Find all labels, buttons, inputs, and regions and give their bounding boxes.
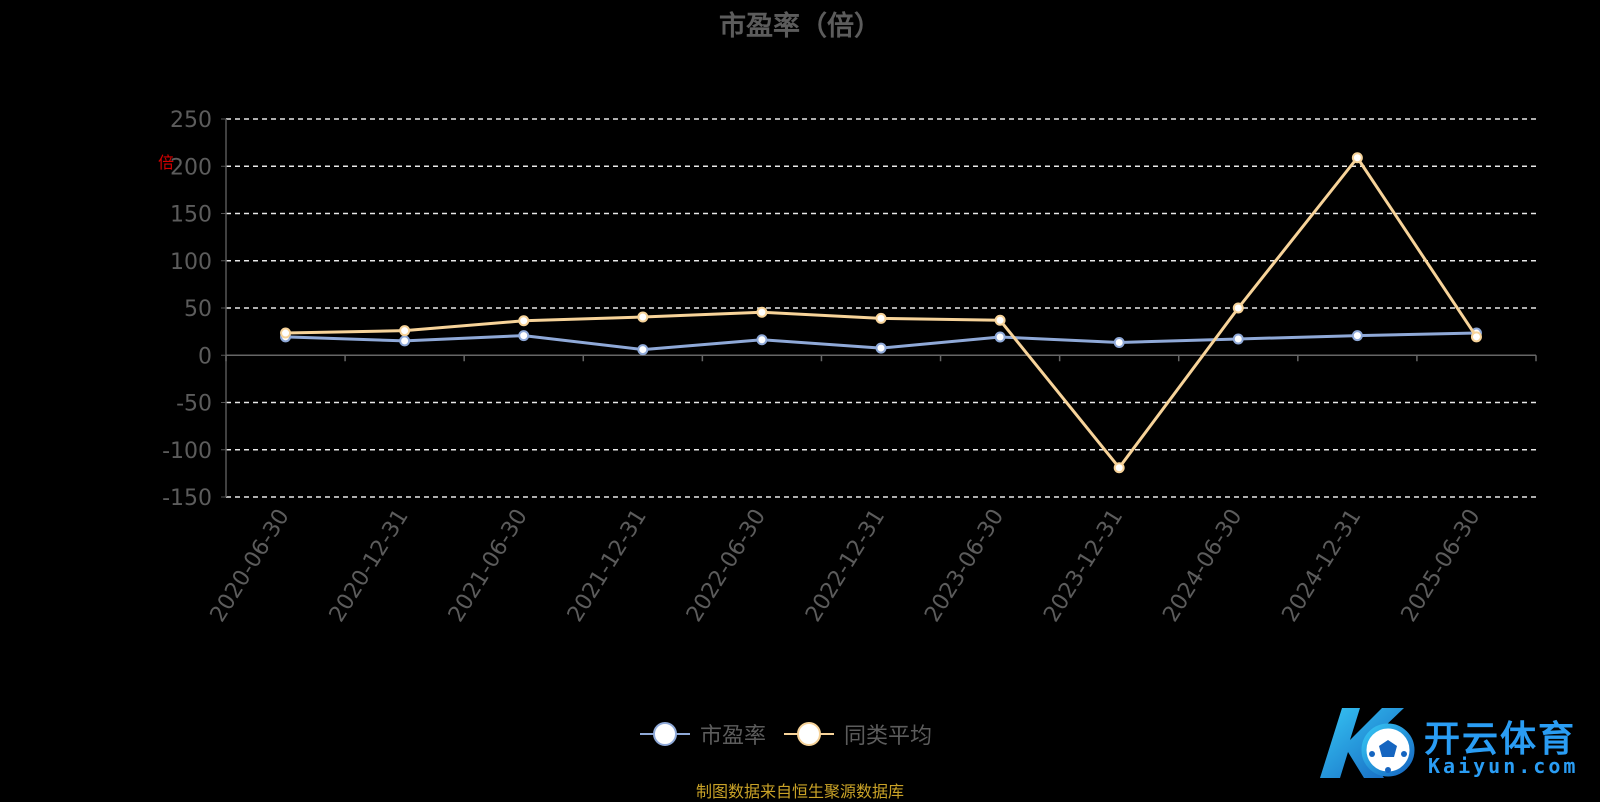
data-point-1[interactable]: [518, 315, 530, 327]
x-tick-label: 2020-06-30: [206, 505, 295, 627]
data-point-1[interactable]: [280, 327, 292, 339]
legend: 市盈率 同类平均: [640, 716, 932, 752]
y-tick-label: -150: [162, 486, 212, 511]
data-point-1[interactable]: [756, 306, 768, 318]
data-point-1[interactable]: [399, 325, 411, 337]
x-tick-label: 2021-06-30: [444, 505, 533, 627]
data-point-0[interactable]: [994, 331, 1006, 343]
x-tick-label: 2020-12-31: [325, 505, 414, 627]
watermark-text-cn: 开云体育: [1424, 719, 1577, 760]
legend-swatch-peer-avg-icon: [784, 721, 835, 747]
legend-label-pe: 市盈率: [700, 724, 767, 749]
data-point-0[interactable]: [756, 334, 768, 346]
series-line-1: [285, 156, 1478, 470]
data-source-note: 制图数据来自恒生聚源数据库: [695, 782, 904, 801]
data-point-1[interactable]: [637, 311, 649, 323]
x-tick-label: 2022-12-31: [801, 505, 890, 627]
y-tick-label: 150: [170, 203, 212, 228]
legend-item-peer-avg[interactable]: 同类平均: [784, 718, 932, 750]
y-tick-label: 100: [170, 250, 212, 275]
data-point-0[interactable]: [1232, 333, 1244, 345]
data-point-1[interactable]: [1113, 462, 1125, 474]
series-layer: [280, 152, 1482, 474]
data-point-1[interactable]: [1470, 331, 1482, 343]
y-axis-unit-label: 倍: [158, 153, 174, 172]
x-tick-label: 2023-06-30: [920, 505, 1009, 627]
x-tick-label: 2025-06-30: [1397, 505, 1486, 627]
chart-title: 市盈率（倍）: [719, 11, 881, 42]
x-tick-label: 2022-06-30: [682, 505, 771, 627]
y-tick-label: 0: [198, 344, 212, 369]
data-point-1[interactable]: [1232, 302, 1244, 314]
legend-item-pe[interactable]: 市盈率: [640, 718, 766, 750]
legend-swatch-pe-icon: [640, 721, 690, 747]
data-point-1[interactable]: [994, 314, 1006, 326]
data-point-0[interactable]: [399, 335, 411, 347]
y-tick-label: -100: [162, 439, 212, 464]
x-tick-label: 2024-12-31: [1277, 505, 1366, 627]
kaiyun-logo-icon: [1320, 708, 1415, 778]
y-tick-label: -50: [176, 392, 212, 417]
data-point-0[interactable]: [518, 330, 530, 342]
data-point-1[interactable]: [875, 312, 887, 324]
x-tick-label: 2024-06-30: [1158, 505, 1247, 627]
x-tick-label: 2023-12-31: [1039, 505, 1128, 627]
data-point-0[interactable]: [1351, 330, 1363, 342]
data-point-0[interactable]: [875, 342, 887, 354]
watermark-text-en: Kaiyun.com: [1428, 754, 1579, 778]
watermark-logo: 开云体育 Kaiyun.com: [1312, 700, 1592, 786]
y-tick-label: 250: [170, 108, 212, 133]
grid-layer: [226, 118, 1536, 498]
axis-layer: 250 200 150 100 50 0 -50 -100 -150 倍 2020-06-30 202…: [158, 108, 1537, 627]
x-tick-label: 2021-12-31: [563, 505, 652, 627]
y-tick-label: 200: [170, 155, 212, 180]
data-point-1[interactable]: [1351, 152, 1363, 164]
data-point-0[interactable]: [637, 344, 649, 356]
y-tick-label: 50: [184, 297, 212, 322]
legend-label-peer-avg: 同类平均: [844, 724, 933, 749]
data-point-0[interactable]: [1113, 336, 1125, 348]
